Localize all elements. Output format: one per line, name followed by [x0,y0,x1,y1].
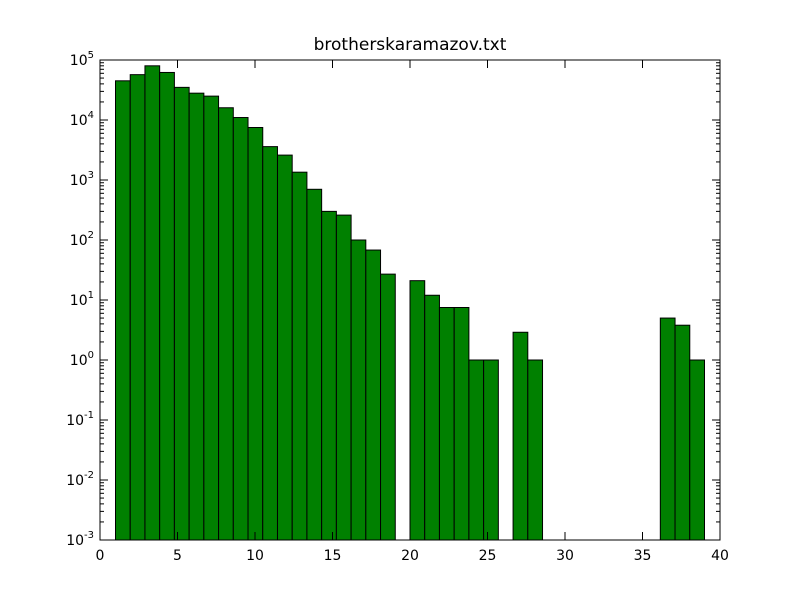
bar-39 [689,359,706,541]
bar-23 [453,307,470,541]
bar-10 [262,146,278,541]
bars-layer [115,65,706,541]
bar-22 [438,307,455,541]
x-tick-label-6: 30 [556,548,574,564]
x-tick-label-5: 25 [479,548,497,564]
y-tick-label-6: 103 [70,170,94,189]
bar-8 [232,117,249,541]
bar-25 [483,359,499,541]
y-tick-labels: 10-3 10-2 10-1 100 101 102 103 104 105 [66,50,94,549]
x-tick-label-7: 35 [634,548,652,564]
y-tick-label-5: 102 [70,230,94,249]
bar-16 [350,239,367,541]
bar-13 [306,188,323,541]
bar-21 [424,294,440,541]
chart-title: brotherskaramazov.txt [314,35,507,55]
x-tick-label-1: 5 [173,548,182,564]
bar-38 [674,324,691,541]
bar-4 [173,86,190,541]
bar-28 [527,359,544,541]
bar-3 [159,71,175,541]
x-tick-label-3: 15 [324,548,342,564]
bar-14 [321,210,337,541]
y-tick-label-8: 105 [70,50,94,69]
bar-6 [203,95,220,541]
bar-15 [335,214,352,541]
bar-9 [247,127,264,541]
bar-0 [115,80,131,541]
x-tick-label-2: 10 [246,548,264,564]
y-tick-label-2: 10-1 [66,410,94,429]
y-tick-label-3: 100 [70,350,94,369]
x-tick-labels: 0 5 10 15 20 25 30 35 40 [96,548,729,564]
bar-18 [380,273,396,541]
bar-17 [365,249,382,541]
bar-7 [218,107,234,541]
ticks-layer [99,59,721,541]
x-tick-label-8: 40 [711,548,729,564]
y-tick-label-0: 10-3 [66,530,94,549]
bar-1 [129,74,146,541]
y-tick-label-7: 104 [70,110,94,129]
bar-5 [188,92,205,541]
y-tick-label-1: 10-2 [66,470,94,489]
bar-11 [276,154,293,541]
x-tick-label-4: 20 [401,548,419,564]
x-tick-label-0: 0 [96,548,105,564]
bar-20 [409,280,426,541]
bar-37 [659,317,676,541]
bar-12 [291,171,308,541]
y-tick-label-4: 101 [70,290,94,309]
bar-24 [468,359,485,541]
bar-2 [144,65,161,541]
bar-27 [512,331,529,541]
